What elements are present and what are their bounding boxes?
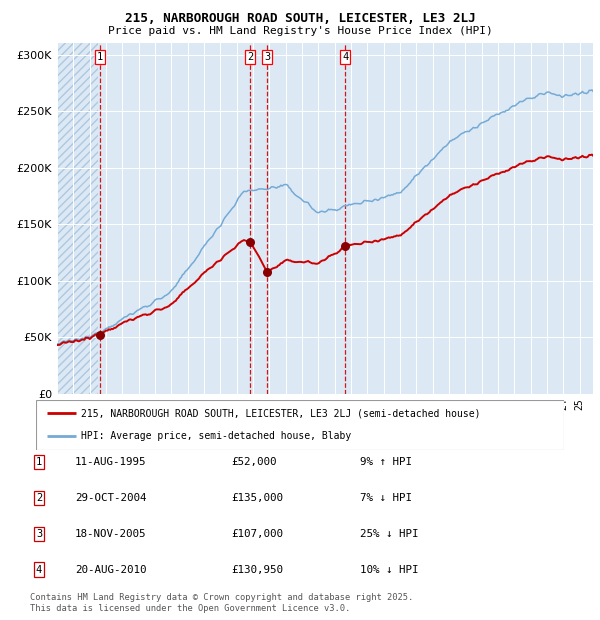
Bar — [57, 43, 98, 394]
Text: HPI: Average price, semi-detached house, Blaby: HPI: Average price, semi-detached house,… — [81, 431, 351, 441]
Text: £52,000: £52,000 — [231, 457, 277, 467]
Text: 1: 1 — [36, 457, 42, 467]
Text: Contains HM Land Registry data © Crown copyright and database right 2025.
This d: Contains HM Land Registry data © Crown c… — [30, 593, 413, 613]
Text: 2: 2 — [247, 52, 253, 62]
Text: 25% ↓ HPI: 25% ↓ HPI — [360, 529, 419, 539]
Text: 1: 1 — [97, 52, 103, 62]
Text: 3: 3 — [264, 52, 271, 62]
Text: 4: 4 — [342, 52, 348, 62]
Text: 29-OCT-2004: 29-OCT-2004 — [75, 493, 146, 503]
Text: 20-AUG-2010: 20-AUG-2010 — [75, 565, 146, 575]
Text: 4: 4 — [36, 565, 42, 575]
Text: 18-NOV-2005: 18-NOV-2005 — [75, 529, 146, 539]
Text: 215, NARBOROUGH ROAD SOUTH, LEICESTER, LE3 2LJ: 215, NARBOROUGH ROAD SOUTH, LEICESTER, L… — [125, 12, 475, 25]
Text: 7% ↓ HPI: 7% ↓ HPI — [360, 493, 412, 503]
Text: £135,000: £135,000 — [231, 493, 283, 503]
Text: £130,950: £130,950 — [231, 565, 283, 575]
Text: 9% ↑ HPI: 9% ↑ HPI — [360, 457, 412, 467]
Text: 215, NARBOROUGH ROAD SOUTH, LEICESTER, LE3 2LJ (semi-detached house): 215, NARBOROUGH ROAD SOUTH, LEICESTER, L… — [81, 409, 481, 419]
Bar — [57, 43, 98, 394]
Text: 3: 3 — [36, 529, 42, 539]
Text: 10% ↓ HPI: 10% ↓ HPI — [360, 565, 419, 575]
Text: 11-AUG-1995: 11-AUG-1995 — [75, 457, 146, 467]
Text: £107,000: £107,000 — [231, 529, 283, 539]
Text: Price paid vs. HM Land Registry's House Price Index (HPI): Price paid vs. HM Land Registry's House … — [107, 26, 493, 36]
Text: 2: 2 — [36, 493, 42, 503]
